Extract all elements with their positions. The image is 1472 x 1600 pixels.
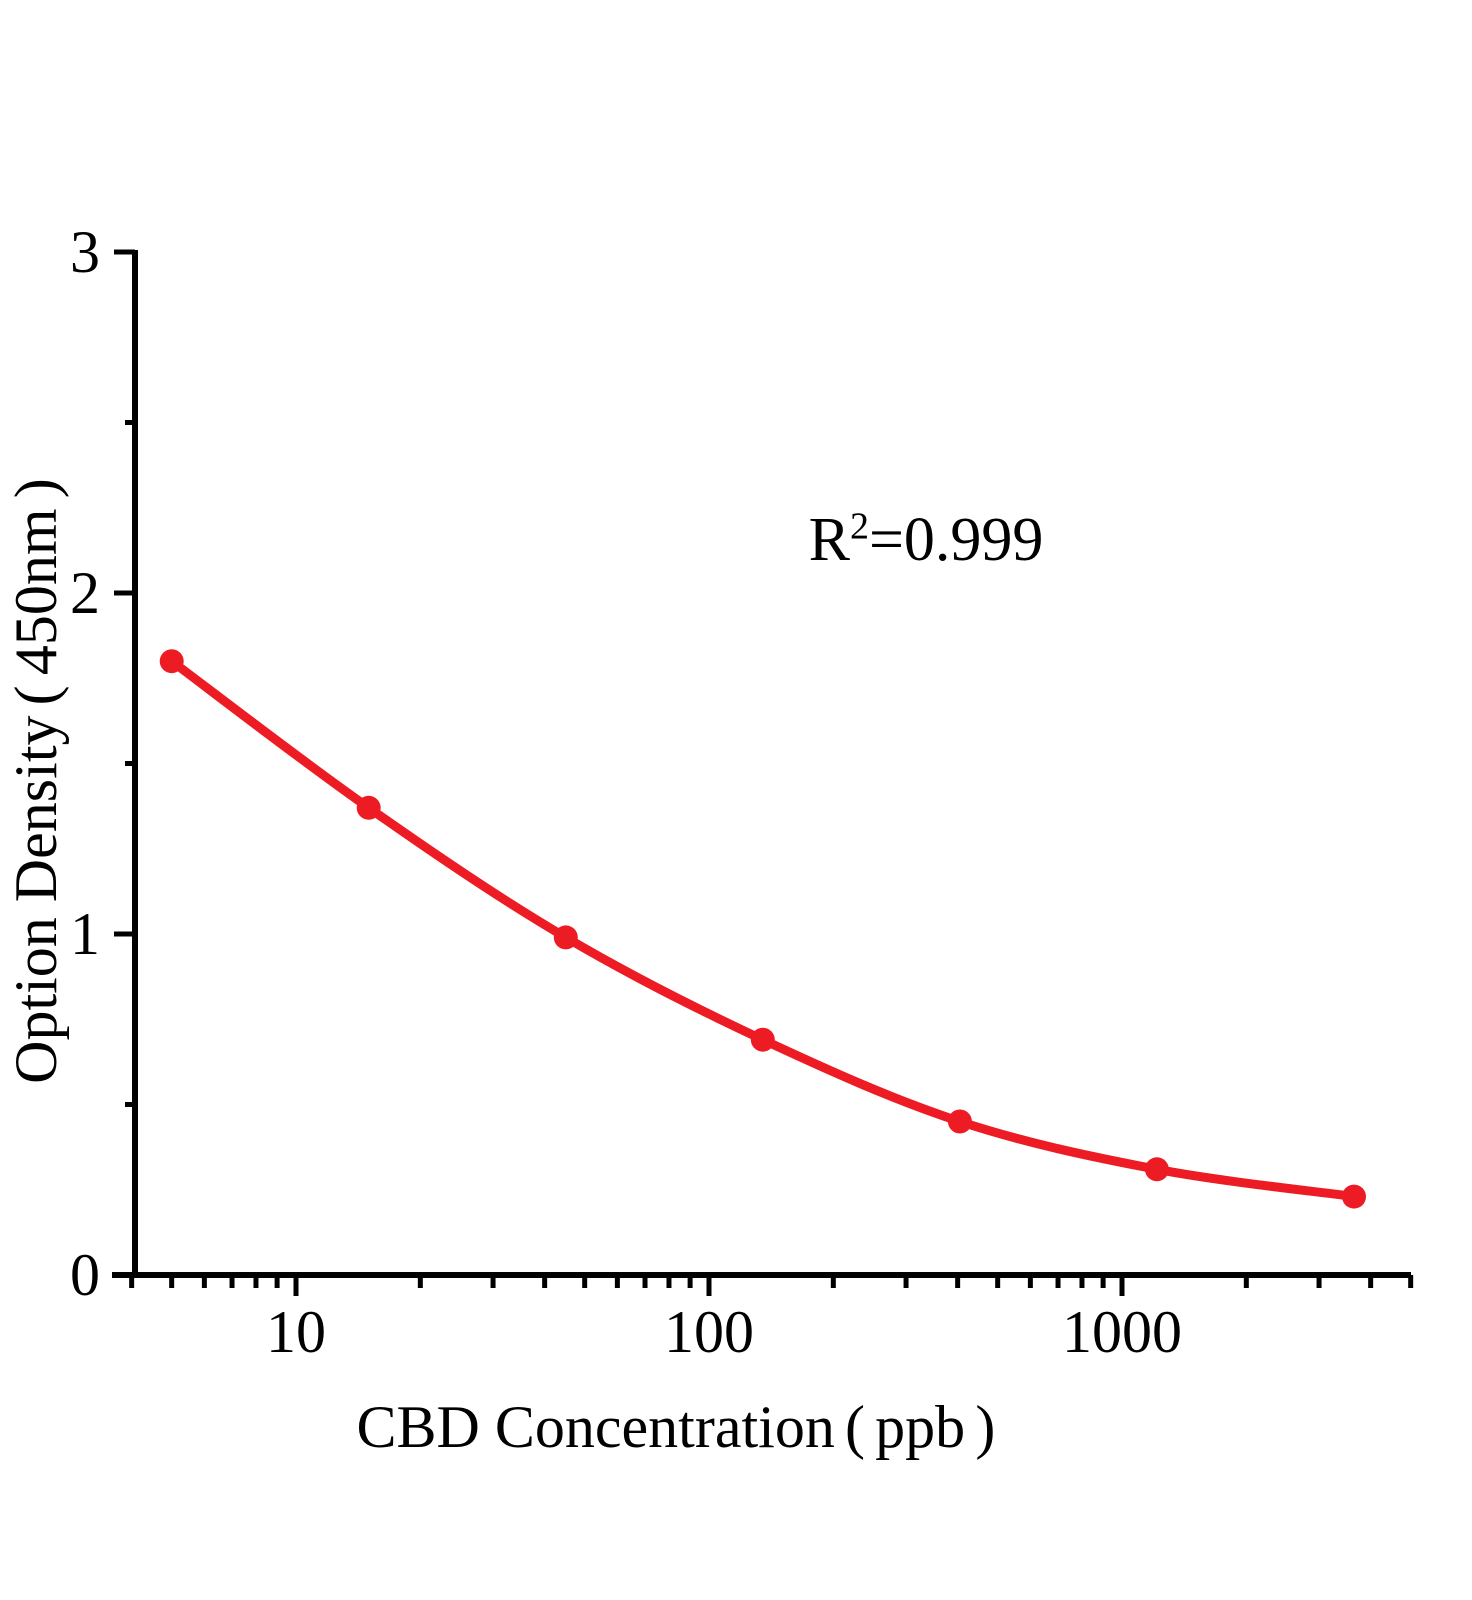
x-tick-label: 100 [664,1299,754,1365]
data-point [1144,1157,1169,1182]
y-axis-title: Option Density(450nm) [0,468,72,1084]
r-squared-base: R [808,506,850,574]
data-point [750,1027,775,1052]
y-tick-label: 3 [70,219,100,285]
r-squared-annotation: R2=0.999 [808,506,1044,574]
data-point [1342,1184,1366,1209]
y-tick-label: 0 [70,1242,100,1308]
close-paren: ) [975,1394,996,1460]
data-point [159,649,184,674]
x-axis-title: CBD Concentration(ppb) [356,1391,1005,1463]
open-paren: ( [3,685,69,706]
close-paren: ) [3,478,69,499]
r-squared-value: =0.999 [868,506,1044,574]
y-tick-label: 2 [70,560,100,626]
open-paren: ( [845,1394,865,1460]
x-tick-label: 10 [266,1299,326,1365]
y-tick-label: 1 [70,901,100,967]
r-squared-exponent: 2 [849,505,869,548]
data-point [947,1109,972,1134]
standard-curve [167,656,1359,1202]
data-point [553,925,578,950]
data-point [356,795,381,820]
x-tick-label: 1000 [1062,1299,1182,1365]
